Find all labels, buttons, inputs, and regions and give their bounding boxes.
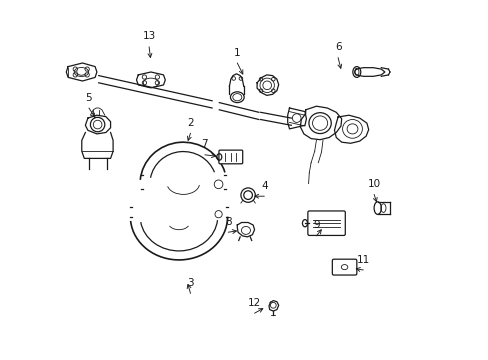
Text: 9: 9 [312, 220, 319, 230]
Text: 5: 5 [85, 93, 92, 103]
Text: 7: 7 [201, 139, 208, 149]
FancyBboxPatch shape [307, 211, 345, 235]
Text: 13: 13 [142, 31, 155, 41]
Text: 6: 6 [334, 42, 341, 52]
Text: 2: 2 [187, 118, 193, 128]
FancyBboxPatch shape [219, 150, 242, 164]
Text: 10: 10 [367, 179, 380, 189]
Text: 8: 8 [224, 217, 231, 227]
Text: 1: 1 [234, 48, 240, 58]
FancyBboxPatch shape [332, 259, 356, 275]
Text: 4: 4 [261, 181, 267, 191]
Text: 11: 11 [356, 255, 369, 265]
Text: 3: 3 [187, 278, 193, 288]
Text: 12: 12 [247, 298, 261, 308]
